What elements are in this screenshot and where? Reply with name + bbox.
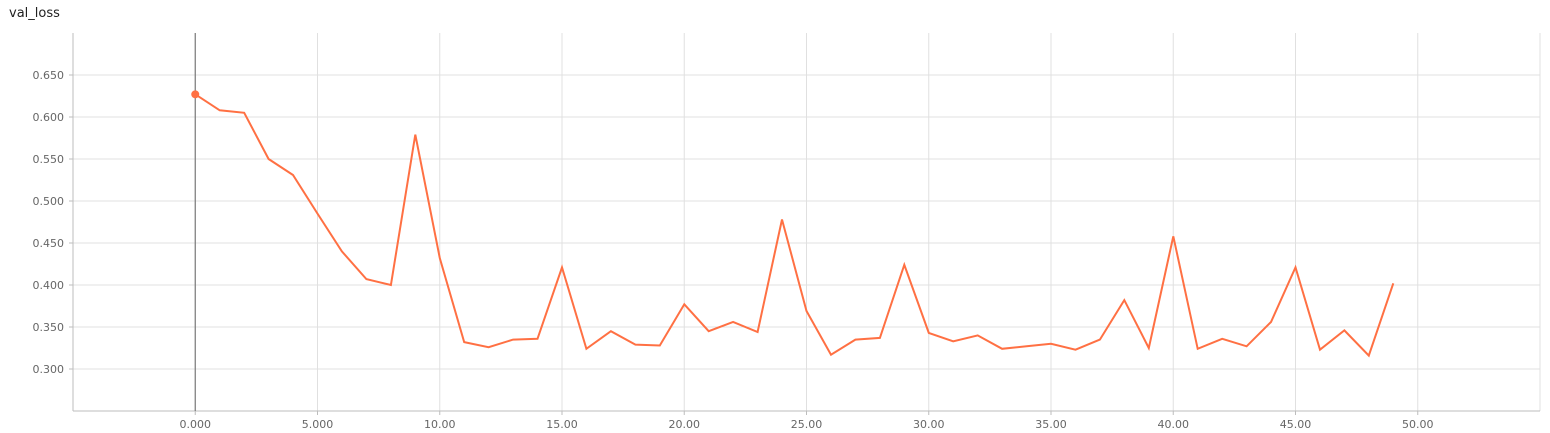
y-tick-label: 0.300 (33, 363, 65, 376)
x-tick-labels: 0.000 5.000 10.00 15.00 20.00 25.00 30.00 35.00… (180, 411, 1434, 431)
chart-title: val_loss (9, 6, 60, 21)
y-tick-label: 0.600 (33, 111, 65, 124)
x-tick-label: 20.00 (669, 418, 701, 431)
highlighted-data-point (191, 90, 200, 99)
series-line (194, 93, 1395, 358)
x-tick-label: 45.00 (1280, 418, 1312, 431)
y-tick-labels: 0.300 0.350 0.400 0.450 0.500 0.550 0.600 0.650 (33, 69, 73, 376)
y-tick-label: 0.650 (33, 69, 65, 82)
grid-lines (73, 33, 1541, 411)
y-tick-label: 0.350 (33, 321, 65, 334)
y-tick-label: 0.400 (33, 279, 65, 292)
y-tick-label: 0.450 (33, 237, 65, 250)
x-tick-label: 0.000 (180, 418, 212, 431)
series-line-val-loss (191, 90, 1395, 358)
x-tick-label: 35.00 (1035, 418, 1067, 431)
x-tick-label: 25.00 (791, 418, 823, 431)
y-tick-label: 0.550 (33, 153, 65, 166)
x-tick-label: 50.00 (1402, 418, 1434, 431)
y-tick-label: 0.500 (33, 195, 65, 208)
x-tick-label: 40.00 (1158, 418, 1190, 431)
x-tick-label: 10.00 (424, 418, 456, 431)
x-tick-label: 5.000 (302, 418, 334, 431)
x-tick-label: 30.00 (913, 418, 945, 431)
x-tick-label: 15.00 (546, 418, 578, 431)
